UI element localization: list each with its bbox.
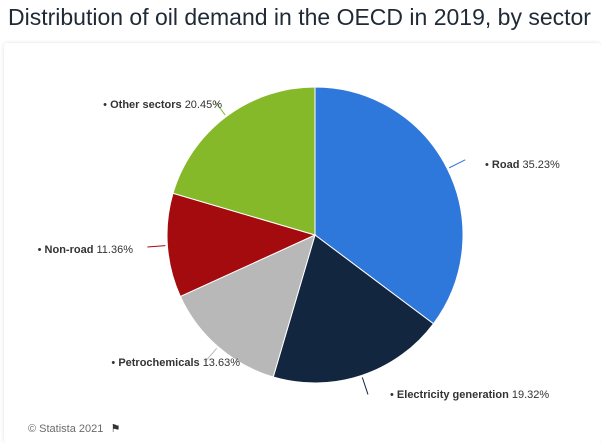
data-label-name: Road [492,159,523,171]
data-label: • Road 35.23% [485,159,560,171]
label-bullet: • [111,357,118,369]
data-label: • Other sectors 20.45% [103,99,222,111]
pie-slice-other-sectors[interactable] [172,86,316,236]
data-label-value: 20.45% [185,99,223,111]
data-label-value: 11.36% [97,244,134,256]
data-label-value: 35.23% [522,159,560,171]
page-title: Distribution of oil demand in the OECD i… [8,4,591,30]
label-bullet: • [103,99,110,111]
data-label-name: Petrochemicals [118,357,202,369]
connector-line [213,100,226,116]
pie-slice-electricity-generation[interactable] [272,234,435,384]
connector-line [147,245,166,248]
data-label: • Petrochemicals 13.63% [111,357,240,369]
data-label-name: Other sectors [110,99,185,111]
data-label-name: Non-road [45,244,97,256]
pie-slice-road[interactable] [314,86,464,325]
label-bullet: • [38,244,45,256]
label-bullet: • [485,159,492,171]
connector-line [448,159,466,169]
data-label-value: 13.63% [203,357,241,369]
data-label-value: 19.32% [512,389,550,401]
credit-line: © Statista 2021 ⚑ [28,422,120,435]
data-label-name: Electricity generation [397,389,512,401]
credit-text: © Statista 2021 [28,423,104,435]
data-label: • Electricity generation 19.32% [390,389,549,401]
pie-slice-non-road[interactable] [166,192,317,298]
pie-slice-petrochemicals[interactable] [179,234,316,378]
connector-line [361,377,369,395]
connector-line [204,347,218,363]
flag-icon[interactable]: ⚑ [110,423,121,435]
label-bullet: • [390,389,397,401]
data-label: • Non-road 11.36% [38,244,134,256]
